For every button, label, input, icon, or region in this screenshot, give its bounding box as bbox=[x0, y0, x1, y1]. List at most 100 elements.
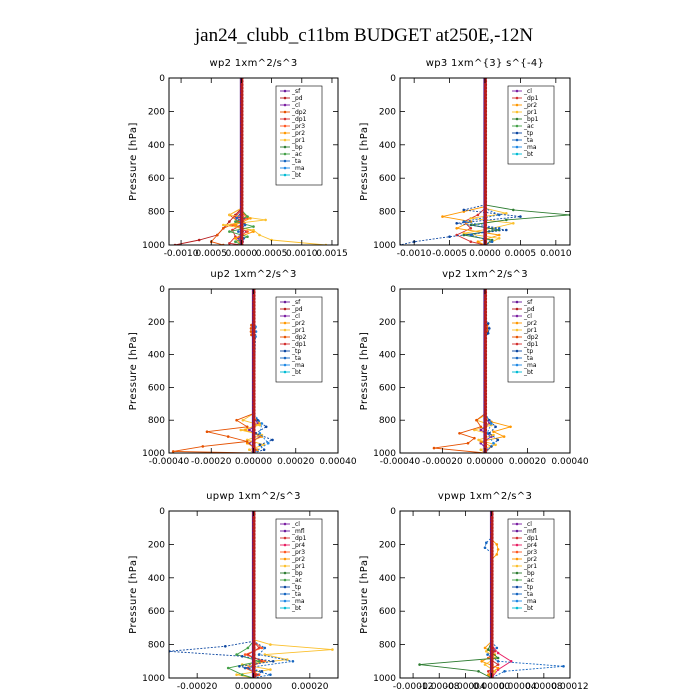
legend-marker bbox=[515, 557, 519, 561]
series-ta-point bbox=[257, 653, 261, 656]
zero-profile-point bbox=[483, 136, 488, 140]
zero-profile-point bbox=[240, 156, 244, 160]
legend-marker bbox=[283, 152, 287, 156]
series-ta-point bbox=[235, 217, 238, 220]
legend: _sf_pd_cl_pr2_pr1_dp2_dp1_tp_ta_ma_bt bbox=[507, 296, 555, 383]
legend-label: _pr2 bbox=[291, 320, 305, 327]
series-pr2-point bbox=[497, 233, 501, 237]
legend-label: _cl bbox=[291, 102, 300, 109]
zero-profile-point bbox=[240, 103, 244, 107]
zero-profile-point bbox=[252, 602, 256, 607]
zero-profile-point bbox=[252, 529, 256, 533]
series-ta-point bbox=[263, 646, 267, 650]
panel-title: wp3 1xm^{3} s^{-4} bbox=[426, 58, 544, 69]
x-tick-label: 0.00040 bbox=[319, 457, 356, 467]
zero-profile-point bbox=[240, 200, 244, 204]
legend-marker bbox=[283, 578, 287, 582]
x-tick-label: -0.00040 bbox=[380, 457, 421, 467]
zero-profile-point bbox=[252, 522, 256, 527]
legend-label: _ma bbox=[523, 598, 537, 605]
zero-profile-point bbox=[252, 330, 256, 334]
zero-profile-point bbox=[483, 126, 488, 130]
legend-label: _sf bbox=[523, 299, 533, 306]
series-pr1-point bbox=[241, 418, 245, 422]
series-pr1-point bbox=[479, 448, 483, 452]
zero-profile-point bbox=[252, 349, 256, 353]
zero-profile-point bbox=[490, 669, 494, 673]
zero-profile-point bbox=[240, 153, 244, 157]
series-bp1-point bbox=[505, 218, 508, 222]
legend-marker bbox=[283, 363, 287, 367]
zero-profile-point bbox=[490, 512, 494, 516]
series-group bbox=[400, 78, 570, 245]
series-ac-point bbox=[228, 230, 231, 233]
legend-label: _dp2 bbox=[523, 334, 539, 341]
zero-profile-point bbox=[240, 133, 244, 137]
zero-profile-point bbox=[483, 376, 488, 380]
series-dp2-point bbox=[201, 445, 205, 448]
x-tick-label: 0.00020 bbox=[291, 682, 328, 692]
zero-profile-point bbox=[483, 153, 488, 157]
legend-label: _tp bbox=[523, 130, 533, 137]
y-tick-label: 200 bbox=[148, 318, 165, 328]
x-tick-label: 0.00020 bbox=[277, 457, 314, 467]
x-tick-label: 0.00008 bbox=[525, 682, 562, 692]
legend-marker bbox=[515, 363, 519, 367]
zero-profile-point bbox=[483, 179, 488, 184]
legend-label: _dp1 bbox=[291, 341, 307, 348]
series-dp1-point bbox=[469, 227, 473, 230]
zero-profile-point bbox=[240, 230, 244, 234]
legend-marker bbox=[283, 173, 287, 177]
zero-profile-point bbox=[240, 216, 244, 220]
panel-0: wp2 1xm^2/s^3 Pressure [hPa] 0 200 400 600 800… bbox=[128, 58, 348, 259]
zero-profile-point bbox=[490, 549, 494, 553]
zero-profile-point bbox=[483, 83, 488, 87]
series-dp1-point bbox=[476, 213, 480, 217]
legend-marker bbox=[283, 307, 287, 311]
y-tick-label: 1000 bbox=[373, 241, 396, 251]
legend-marker bbox=[515, 606, 519, 610]
zero-profile-point bbox=[483, 330, 488, 334]
legend-label: _cl bbox=[523, 521, 532, 528]
series-pr2-point bbox=[487, 673, 490, 676]
series-pr2-point bbox=[480, 660, 484, 663]
zero-profile-point bbox=[252, 313, 256, 317]
zero-profile-point bbox=[490, 659, 494, 663]
zero-profile-point bbox=[252, 582, 256, 587]
x-tick-label: 0.00012 bbox=[551, 682, 588, 692]
zero-profile-point bbox=[483, 133, 488, 137]
zero-profile-point bbox=[490, 609, 494, 613]
legend-label: _tp bbox=[523, 584, 533, 591]
y-tick-label: 200 bbox=[148, 540, 165, 550]
zero-profile-point bbox=[483, 96, 488, 100]
zero-profile-point bbox=[240, 236, 244, 240]
zero-profile-point bbox=[252, 428, 256, 432]
zero-profile-point bbox=[252, 619, 256, 623]
zero-profile-point bbox=[483, 206, 488, 210]
zero-profile-point bbox=[252, 405, 256, 409]
y-tick-label: 0 bbox=[159, 507, 165, 517]
series-bp-point bbox=[477, 670, 480, 673]
series-tp-point bbox=[462, 208, 466, 212]
legend-label: _mfl bbox=[523, 528, 537, 535]
legend: _cl_dp1_pr2_pr1_bp1_ac_tp_ta_ma_bt bbox=[507, 85, 555, 165]
series-tp-point bbox=[494, 425, 497, 429]
y-tick-label: 1000 bbox=[142, 241, 165, 251]
zero-profile-point bbox=[490, 566, 494, 570]
legend-label: _tp bbox=[291, 584, 301, 591]
series-pr1-point bbox=[512, 222, 515, 225]
zero-profile-point bbox=[252, 663, 256, 667]
zero-profile-point bbox=[490, 539, 494, 543]
legend-marker bbox=[515, 110, 519, 114]
legend-marker bbox=[515, 131, 519, 135]
series-tp-point bbox=[258, 443, 262, 447]
zero-profile-point bbox=[483, 173, 488, 177]
legend-marker bbox=[515, 145, 519, 149]
legend-label: _pr3 bbox=[291, 123, 305, 130]
zero-profile-point bbox=[483, 183, 488, 187]
legend-marker bbox=[283, 124, 287, 128]
series-pr1-point bbox=[469, 217, 473, 220]
legend-label: _pr4 bbox=[523, 542, 537, 549]
series-tp-point bbox=[519, 215, 522, 218]
zero-profile-point bbox=[252, 346, 256, 350]
